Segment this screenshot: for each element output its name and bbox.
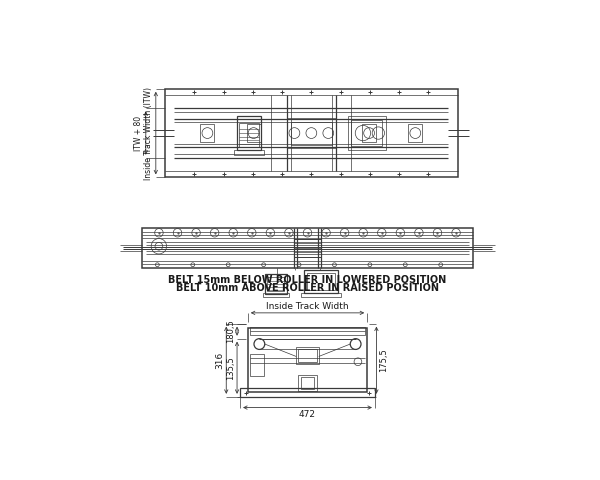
Bar: [301, 293, 341, 297]
Bar: [250, 327, 365, 335]
Text: Inside Track Width (ITW): Inside Track Width (ITW): [145, 86, 154, 180]
Text: 175,5: 175,5: [379, 348, 388, 372]
Bar: [165, 89, 458, 177]
Bar: [352, 120, 382, 146]
Bar: [200, 124, 214, 142]
Bar: [347, 116, 386, 150]
Bar: [239, 123, 259, 146]
Bar: [298, 349, 317, 362]
Bar: [304, 270, 338, 293]
Text: BELT 10mm ABOVE ROLLER IN RAISED POSITION: BELT 10mm ABOVE ROLLER IN RAISED POSITIO…: [176, 283, 439, 293]
Text: ITW + 80: ITW + 80: [134, 116, 143, 151]
Bar: [287, 118, 336, 148]
Text: 316: 316: [215, 351, 224, 369]
Bar: [298, 375, 317, 391]
Bar: [247, 124, 260, 142]
Text: 472: 472: [299, 410, 316, 419]
Bar: [301, 377, 314, 389]
Bar: [236, 116, 261, 150]
Bar: [296, 347, 319, 364]
Bar: [409, 124, 422, 142]
Bar: [265, 274, 287, 294]
Bar: [248, 328, 367, 392]
Text: Inside Track Width: Inside Track Width: [266, 301, 349, 311]
Bar: [362, 124, 376, 142]
Bar: [233, 150, 265, 155]
Text: 180,5: 180,5: [227, 319, 236, 343]
Text: BELT 15mm BELOW ROLLER IN LOWERED POSITION: BELT 15mm BELOW ROLLER IN LOWERED POSITI…: [169, 275, 446, 285]
Bar: [240, 387, 375, 397]
Bar: [268, 277, 284, 291]
Text: 135,5: 135,5: [227, 356, 236, 380]
Bar: [142, 228, 473, 268]
Bar: [250, 354, 264, 376]
Bar: [263, 293, 289, 297]
Bar: [307, 273, 335, 290]
Bar: [290, 121, 332, 144]
